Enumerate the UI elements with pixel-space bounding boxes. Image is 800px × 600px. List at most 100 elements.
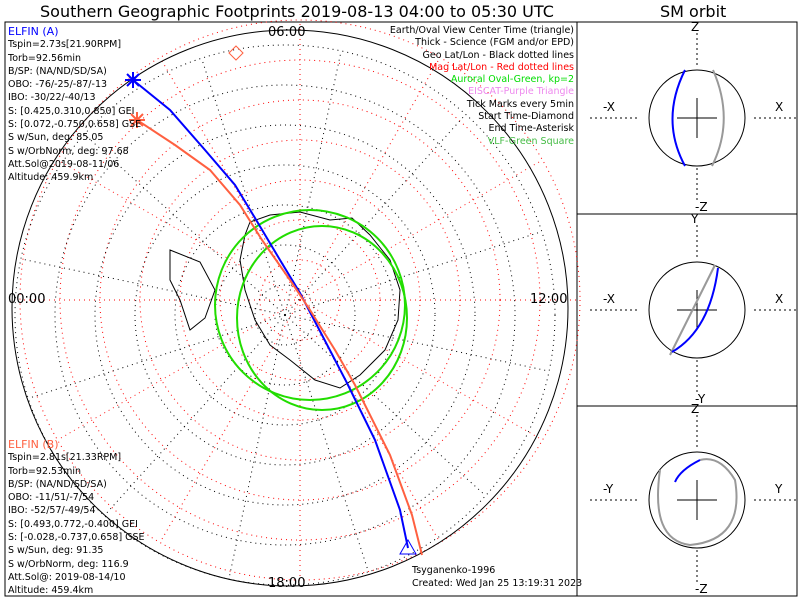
elfin-a-line: IBO: -30/22/-40/13	[8, 92, 96, 104]
elfin-b-line: S: [0.493,0.772,-0.400] GEI	[8, 518, 138, 530]
elfin-b-info: ELFIN (B) Tspin=2.81s[21.33RPM] Torb=92.5…	[8, 438, 145, 598]
geo-lat-circle	[254, 284, 316, 346]
geo-lon-line	[28, 314, 286, 399]
elfin-b-track	[136, 119, 423, 556]
sm-axis-left: -X	[603, 100, 615, 114]
antarctica-coast	[169, 211, 401, 389]
sm-axis-bottom: -Z	[695, 582, 708, 596]
legend-item: Start Time-Diamond	[478, 111, 574, 123]
legend-item: Auroral Oval-Green, kp=2	[450, 74, 574, 86]
elfin-b-line: OBO: -11/51/-7/54	[8, 492, 95, 504]
end-diamond-icon	[228, 45, 244, 61]
geo-lon-line	[201, 58, 286, 316]
sm-axis-right: X	[775, 292, 784, 306]
geo-lon-line	[284, 314, 369, 572]
elfin-a-start-asterisk	[125, 72, 141, 88]
elfin-b-line: Torb=92.53min	[8, 465, 82, 477]
mag-lon-line	[57, 299, 301, 441]
sm-orbit-path	[711, 69, 725, 167]
sm-axis-top: Z	[691, 402, 700, 416]
legend-item: Earth/Oval View Center Time (triangle)	[389, 25, 574, 36]
elfin-a-line: S w/OrbNorm, deg: 97.68	[8, 145, 129, 157]
elfin-a-track	[132, 79, 409, 549]
model-credit: Tsyganenko-1996	[412, 565, 496, 576]
sm-earth-circle	[648, 261, 746, 359]
legend: Earth/Oval View Center Time (triangle) Th…	[390, 25, 574, 148]
sm-axis-bottom: -Z	[695, 200, 708, 214]
mag-lon-line	[159, 299, 301, 543]
elfin-b-line: Altitude: 459.4km	[8, 585, 94, 597]
legend-item: EISCAT-Purple Triangle	[468, 86, 574, 98]
geo-lat-circle	[54, 84, 516, 546]
mlt-label-bottom: 18:00	[268, 576, 306, 591]
elfin-b-line: S w/OrbNorm, deg: 116.9	[8, 558, 129, 570]
sm-orbit-path	[669, 264, 716, 356]
geo-lon-line	[103, 314, 286, 516]
elfin-a-line: Altitude: 459.9km	[8, 172, 94, 184]
sm-orbit-path	[674, 459, 701, 483]
elfin-a-line: OBO: -76/-25/-87/-13	[8, 79, 108, 91]
elfin-b-line: S w/Sun, deg: 91.35	[8, 545, 104, 557]
sm-axis-top: Z	[691, 20, 700, 34]
mlt-label-top: 06:00	[268, 25, 306, 40]
sm-axis-left: -X	[603, 292, 615, 306]
geo-lon-line	[284, 114, 467, 316]
sm-axis-left: -Y	[603, 482, 614, 496]
geo-lon-line	[284, 231, 542, 316]
legend-item: Mag Lat/Lon - Red dotted lines	[429, 61, 574, 73]
sm-frame	[576, 21, 798, 597]
elfin-a-line: B/SP: (NA/ND/SD/SA)	[8, 65, 107, 77]
lat-lon-grid	[14, 19, 581, 586]
mag-lon-line	[57, 159, 301, 301]
elfin-b-start-asterisk	[129, 112, 145, 128]
geo-lat-circle	[14, 44, 556, 586]
elfin-b-line: B/SP: (NA/ND/SD/SA)	[8, 478, 107, 490]
geo-lat-circle	[214, 244, 356, 386]
mag-lon-line	[299, 159, 543, 301]
geo-lon-line	[284, 314, 486, 497]
geo-lon-line	[84, 133, 286, 316]
geo-lon-line	[284, 314, 550, 372]
geo-lon-line	[284, 50, 342, 316]
elfin-a-name: ELFIN (A)	[8, 25, 59, 38]
elfin-b-line: Tspin=2.81s[21.33RPM]	[8, 452, 122, 464]
elfin-b-line: IBO: -52/57/-49/54	[8, 505, 96, 517]
elfin-a-info: ELFIN (A) Tspin=2.73s[21.90RPM] Torb=92.5…	[8, 25, 141, 185]
legend-item: VLF-Green Square	[487, 135, 574, 147]
sm-axis-bottom: -Y	[695, 392, 706, 406]
elfin-a-line: Tspin=2.73s[21.90RPM]	[8, 39, 122, 51]
elfin-a-line: S: [0.425,0.310,0.850] GEI	[8, 105, 135, 117]
elfin-b-line: S: [-0.028,-0.737,0.658] GSE	[8, 532, 145, 544]
mag-lon-line	[299, 299, 441, 543]
geo-lat-circle	[134, 164, 436, 466]
created-timestamp: Created: Wed Jan 25 13:19:31 2023	[412, 578, 583, 589]
legend-item: Tick Marks every 5min	[466, 98, 574, 110]
view-center-triangle-icon	[399, 538, 417, 555]
legend-item: Geo Lat/Lon - Black dotted lines	[422, 49, 574, 61]
auroral-oval	[214, 209, 408, 411]
elfin-a-line: S w/Sun, deg: 85.05	[8, 132, 104, 144]
legend-item: Thick - Science (FGM and/or EPD)	[415, 37, 574, 49]
earth-limb	[11, 29, 569, 587]
elfin-a-line: S: [0.072,-0.750,0.658] GSE	[8, 119, 142, 131]
sm-axis-top: Y	[691, 212, 699, 226]
geo-lat-circle	[94, 124, 476, 506]
mag-lon-line	[299, 299, 543, 441]
elfin-b-name: ELFIN (B)	[8, 438, 59, 451]
sm-orbit-path	[657, 469, 691, 546]
sm-orbit-path	[671, 69, 686, 167]
sm-earth-circle	[648, 69, 746, 167]
elfin-a-line: Att.Sol@2019-08-11/06	[8, 158, 120, 170]
sm-earth-circle	[648, 451, 746, 549]
sm-axis-right: Y	[775, 482, 783, 496]
mag-lon-line	[299, 57, 441, 301]
sm-orbit-path	[671, 267, 719, 353]
elfin-b-line: Att.Sol@: 2019-08-14/10	[8, 571, 126, 583]
legend-item: End Time-Asterisk	[488, 123, 574, 135]
sm-orbit-title: SM orbit	[660, 2, 727, 21]
sm-axis-right: X	[775, 100, 784, 114]
geo-lon-line	[228, 314, 286, 580]
elfin-a-line: Torb=92.56min	[8, 52, 82, 64]
page-title: Southern Geographic Footprints 2019-08-1…	[40, 2, 554, 21]
